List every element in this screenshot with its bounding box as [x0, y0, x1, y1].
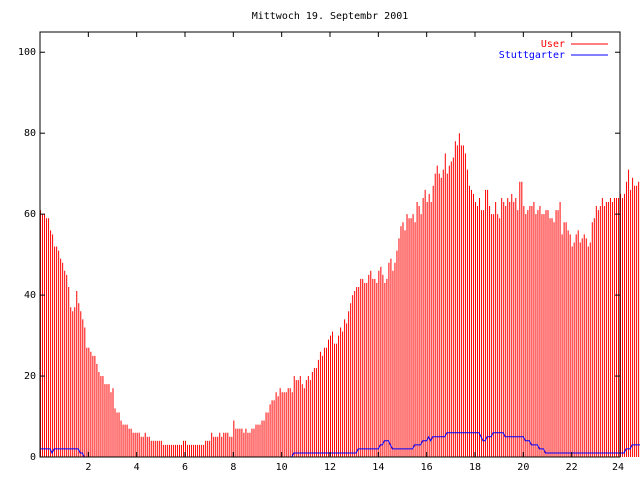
x-tick-label: 4	[134, 462, 140, 473]
y-tick-label: 60	[24, 209, 36, 220]
x-tick-label: 2	[85, 462, 91, 473]
y-tick-label: 40	[24, 290, 36, 301]
legend-label: User	[541, 39, 565, 50]
user-series-bars	[40, 133, 640, 457]
x-tick-label: 12	[324, 462, 336, 473]
x-tick-label: 22	[566, 462, 578, 473]
x-tick-label: 18	[469, 462, 481, 473]
x-tick-label: 10	[276, 462, 288, 473]
x-tick-label: 14	[372, 462, 384, 473]
chart-title: Mittwoch 19. Septembr 2001	[252, 11, 409, 22]
x-tick-label: 6	[182, 462, 188, 473]
y-tick-label: 0	[30, 452, 36, 463]
legend-label: Stuttgarter	[499, 50, 565, 61]
x-tick-label: 8	[230, 462, 236, 473]
y-tick-label: 100	[18, 47, 36, 58]
y-tick-label: 20	[24, 371, 36, 382]
x-tick-label: 24	[612, 462, 624, 473]
y-tick-label: 80	[24, 128, 36, 139]
x-tick-label: 16	[421, 462, 433, 473]
x-tick-label: 20	[517, 462, 529, 473]
